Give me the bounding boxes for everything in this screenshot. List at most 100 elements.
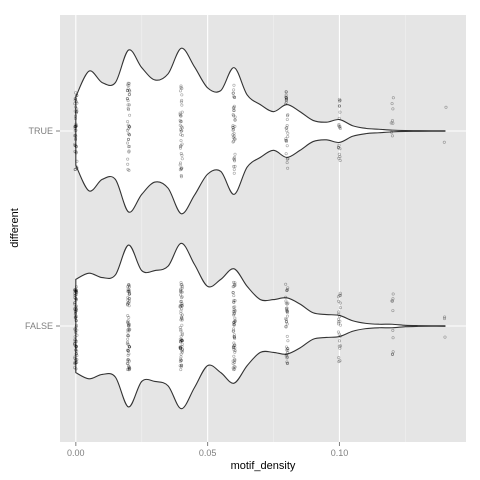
data-point: [73, 133, 77, 137]
data-point: [179, 139, 183, 143]
data-point: [126, 301, 130, 305]
data-point: [75, 328, 79, 332]
data-point: [127, 345, 131, 349]
data-point: [285, 138, 289, 142]
data-point: [337, 356, 341, 360]
data-point: [180, 110, 184, 114]
data-point: [390, 119, 394, 123]
data-point: [180, 316, 184, 320]
data-point: [180, 338, 184, 342]
data-point: [391, 107, 395, 111]
data-point: [232, 335, 236, 339]
data-point: [391, 350, 395, 354]
data-point: [233, 282, 237, 286]
data-point: [73, 116, 77, 120]
data-point: [284, 299, 288, 303]
data-point: [75, 349, 79, 353]
data-point: [339, 323, 343, 327]
data-point: [126, 357, 130, 361]
data-point: [337, 332, 341, 336]
data-point: [75, 339, 79, 343]
data-point: [284, 352, 288, 356]
data-point: [73, 356, 77, 360]
data-point: [232, 327, 236, 331]
data-point: [180, 153, 184, 157]
data-point: [73, 302, 77, 306]
data-point: [179, 129, 183, 133]
data-point: [127, 83, 131, 87]
data-point: [75, 309, 79, 313]
data-point: [73, 293, 77, 297]
data-point: [233, 310, 237, 314]
data-point: [127, 108, 131, 112]
data-point: [126, 334, 130, 338]
data-point: [232, 165, 236, 169]
data-point: [127, 103, 131, 107]
data-point: [74, 91, 78, 95]
data-point: [284, 301, 288, 305]
data-point: [338, 291, 342, 295]
data-point: [339, 293, 343, 297]
data-point: [338, 359, 342, 363]
data-point: [128, 113, 132, 117]
data-point: [127, 299, 131, 303]
data-point: [232, 368, 236, 372]
data-point: [337, 97, 341, 101]
data-point: [284, 102, 288, 106]
data-point: [232, 158, 236, 162]
data-point: [74, 352, 78, 356]
data-point: [233, 350, 237, 354]
data-point: [127, 133, 131, 137]
data-point: [233, 124, 237, 128]
data-point: [232, 109, 236, 113]
data-point: [233, 365, 237, 369]
data-point: [125, 342, 129, 346]
data-point: [233, 357, 237, 361]
data-point: [74, 134, 78, 138]
data-point: [74, 289, 78, 293]
data-point: [231, 329, 235, 333]
x-tick-label: 0.10: [331, 448, 349, 458]
data-point: [339, 344, 343, 348]
data-point: [285, 361, 289, 365]
data-point: [75, 360, 79, 364]
data-point: [285, 355, 289, 359]
data-point: [338, 346, 342, 350]
data-point: [233, 343, 237, 347]
data-point: [179, 84, 183, 88]
data-point: [232, 313, 236, 317]
data-point: [231, 133, 235, 137]
data-point: [391, 121, 395, 125]
data-point: [233, 115, 237, 119]
data-point: [180, 302, 184, 306]
data-point: [336, 322, 340, 326]
data-point: [284, 138, 288, 142]
data-point: [285, 302, 289, 306]
data-point: [285, 356, 289, 360]
data-point: [231, 135, 235, 139]
data-point: [285, 288, 289, 292]
data-point: [338, 147, 342, 151]
data-point: [337, 344, 341, 348]
data-point: [233, 156, 237, 160]
data-point: [126, 141, 130, 145]
data-point: [391, 352, 395, 356]
data-point: [233, 318, 237, 322]
data-point: [178, 303, 182, 307]
data-point: [180, 307, 184, 311]
data-point: [126, 348, 130, 352]
data-point: [390, 102, 394, 106]
data-point: [285, 309, 289, 313]
data-point: [180, 142, 184, 146]
data-point: [231, 290, 235, 294]
data-point: [233, 152, 237, 156]
data-point: [74, 297, 78, 301]
data-point: [232, 341, 236, 345]
data-point: [231, 359, 235, 363]
data-point: [74, 344, 78, 348]
data-point: [127, 284, 131, 288]
data-point: [74, 310, 78, 314]
data-point: [126, 314, 130, 318]
data-point: [232, 320, 236, 324]
data-point: [285, 117, 289, 121]
